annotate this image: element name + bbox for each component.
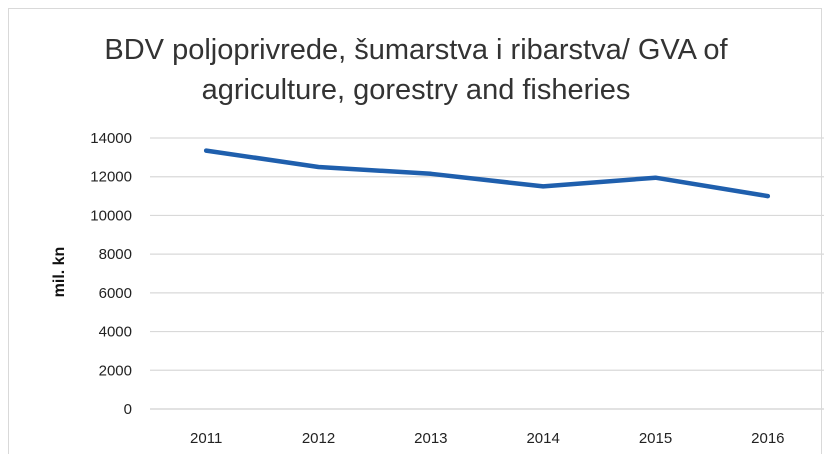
x-tick-label: 2011 [190, 430, 222, 447]
data-point [541, 184, 546, 189]
series-layer [203, 148, 771, 199]
y-tick-label: 6000 [99, 285, 132, 302]
data-point [316, 165, 321, 170]
chart-title-line-2: agriculture, gorestry and fisheries [201, 74, 631, 106]
y-axis-ticks: 14000 12000 10000 8000 6000 4000 2000 0 [90, 130, 132, 418]
chart-frame [8, 8, 822, 454]
y-tick-label: 0 [124, 401, 132, 418]
x-tick-label: 2012 [302, 430, 335, 447]
chart-title-line-1: BDV poljoprivrede, šumarstva i ribarstva… [104, 34, 728, 66]
y-axis-title: mil. kn [51, 247, 68, 298]
y-tick-label: 14000 [90, 130, 132, 147]
data-point [653, 175, 658, 180]
series-line [203, 148, 771, 199]
x-tick-label: 2014 [526, 430, 559, 447]
y-tick-label: 12000 [90, 169, 132, 186]
x-tick-label: 2015 [639, 430, 672, 447]
y-tick-label: 10000 [90, 207, 132, 224]
data-point [765, 194, 770, 199]
gridlines [150, 137, 824, 410]
y-tick-label: 8000 [99, 246, 132, 263]
chart-title: BDV poljoprivrede, šumarstva i ribarstva… [0, 30, 832, 110]
x-axis-ticks: 2011 2012 2013 2014 2015 2016 [190, 430, 784, 447]
y-tick-label: 2000 [99, 362, 132, 379]
data-point [204, 148, 209, 153]
data-point [428, 171, 433, 176]
x-tick-label: 2013 [414, 430, 447, 447]
x-tick-label: 2016 [751, 430, 784, 447]
y-tick-label: 4000 [99, 324, 132, 341]
